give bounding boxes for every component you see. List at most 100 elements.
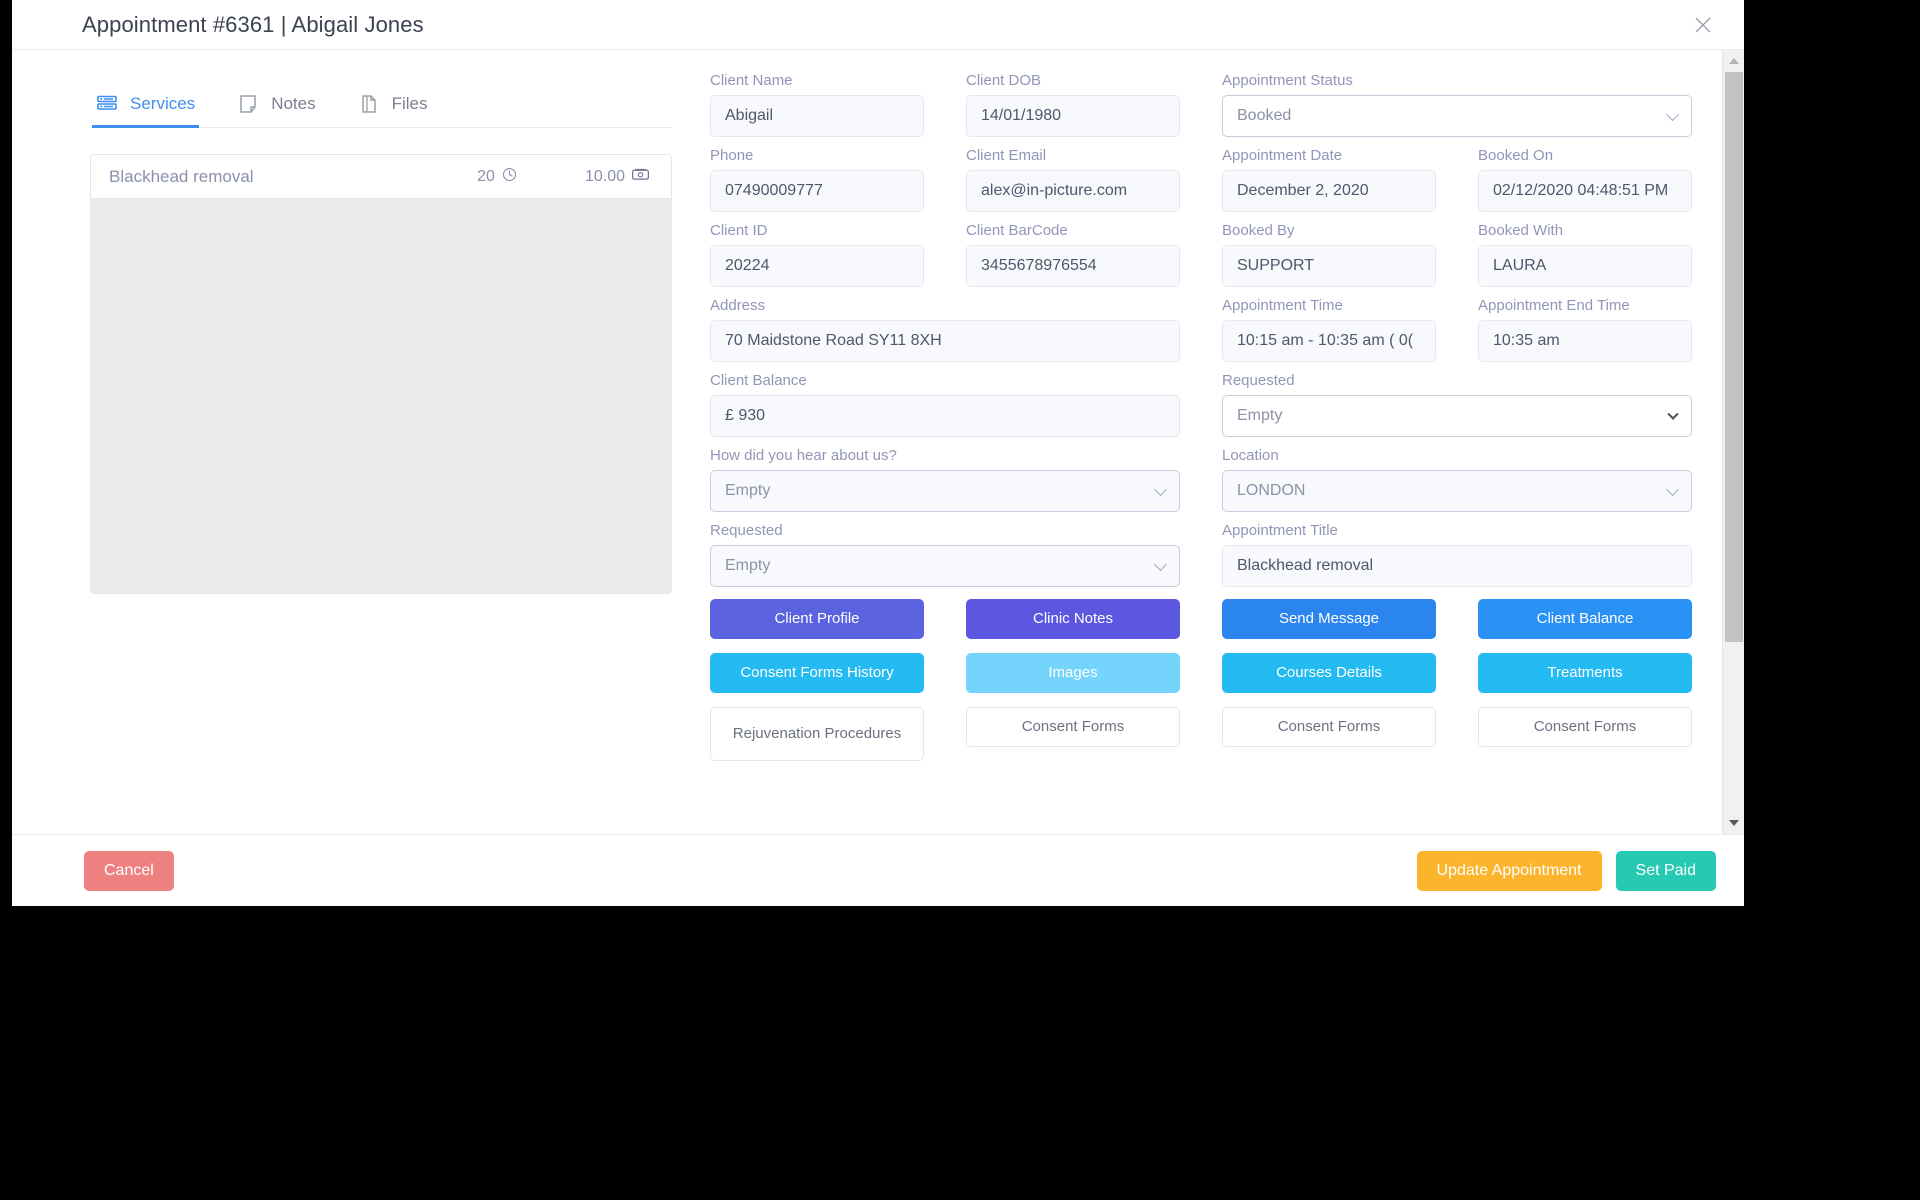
service-price-value: 10.00: [584, 167, 625, 185]
appointment-end-time-input[interactable]: 10:35 am: [1478, 320, 1692, 362]
hear-about-us-select[interactable]: Empty: [710, 470, 1180, 512]
service-duration: 20: [477, 167, 517, 187]
tab-services[interactable]: Services: [91, 93, 200, 128]
client-email-input[interactable]: alex@in-picture.com: [966, 170, 1180, 212]
field-label: Phone: [710, 147, 754, 164]
scrollbar[interactable]: [1722, 50, 1744, 834]
send-message-button[interactable]: Send Message: [1222, 599, 1436, 639]
images-button[interactable]: Images: [966, 653, 1180, 693]
client-id-input[interactable]: 20224: [710, 245, 924, 287]
field-label: Appointment Date: [1222, 147, 1343, 164]
close-icon[interactable]: [1690, 12, 1716, 38]
file-folder-icon: [358, 93, 380, 115]
tab-files[interactable]: Files: [358, 93, 428, 127]
client-balance-button[interactable]: Client Balance: [1478, 599, 1692, 639]
requested-left-select[interactable]: Empty: [710, 545, 1180, 587]
appointment-status-value: Booked: [1237, 107, 1292, 124]
scrollbar-thumb[interactable]: [1725, 72, 1743, 642]
chevron-down-icon: [1666, 483, 1679, 497]
consent-forms-history-button[interactable]: Consent Forms History: [710, 653, 924, 693]
location-value: LONDON: [1237, 482, 1306, 499]
requested-right-value: Empty: [1237, 407, 1283, 424]
appointment-modal: Appointment #6361 | Abigail Jones: [12, 0, 1744, 906]
consent-forms-button-3[interactable]: Consent Forms: [1478, 707, 1692, 747]
client-dob-input[interactable]: 14/01/1980: [966, 95, 1180, 137]
page-title: Appointment #6361 | Abigail Jones: [82, 11, 424, 37]
clinic-notes-button[interactable]: Clinic Notes: [966, 599, 1180, 639]
tab-notes-label: Notes: [271, 94, 316, 113]
client-details-column: Client Name Abigail Client DOB 14/01/198…: [710, 72, 1180, 834]
update-appointment-button[interactable]: Update Appointment: [1416, 850, 1602, 891]
field-label: Client Balance: [710, 372, 807, 389]
field-label: Booked By: [1222, 222, 1295, 239]
service-list: Blackhead removal 20 10.00: [90, 154, 672, 594]
chevron-down-icon: [1154, 483, 1167, 497]
field-label: Client Name: [710, 72, 793, 89]
tab-services-label: Services: [130, 94, 196, 113]
modal-footer: Cancel Update Appointment Set Paid: [12, 834, 1744, 906]
scroll-down-arrow-icon[interactable]: [1723, 812, 1744, 834]
field-label: Client Email: [966, 147, 1047, 164]
field-client-balance: Client Balance £ 930: [710, 372, 1180, 437]
client-profile-button[interactable]: Client Profile: [710, 599, 924, 639]
booked-on-input[interactable]: 02/12/2020 04:48:51 PM: [1478, 170, 1692, 212]
booked-by-input[interactable]: SUPPORT: [1222, 245, 1436, 287]
tab-bar: Services Notes: [90, 72, 672, 128]
field-client-name: Client Name Abigail: [710, 72, 924, 137]
courses-details-button[interactable]: Courses Details: [1222, 653, 1436, 693]
consent-forms-button-2[interactable]: Consent Forms: [1222, 707, 1436, 747]
client-balance-input[interactable]: £ 930: [710, 395, 1180, 437]
appointment-status-select[interactable]: Booked: [1222, 95, 1692, 137]
field-appointment-date: Appointment Date December 2, 2020: [1222, 147, 1436, 212]
details-pane: Client Name Abigail Client DOB 14/01/198…: [702, 50, 1744, 834]
tab-notes[interactable]: Notes: [237, 93, 316, 127]
field-label: Appointment Time: [1222, 297, 1343, 314]
field-phone: Phone 07490009777: [710, 147, 924, 212]
field-appointment-end-time: Appointment End Time 10:35 am: [1478, 297, 1692, 362]
list-server-icon: [96, 93, 118, 115]
client-name-input[interactable]: Abigail: [710, 95, 924, 137]
requested-right-select[interactable]: Empty: [1222, 395, 1692, 437]
field-client-email: Client Email alex@in-picture.com: [966, 147, 1180, 212]
field-client-id: Client ID 20224: [710, 222, 924, 287]
client-action-buttons: Client Profile Clinic Notes Consent Form…: [710, 599, 1180, 761]
field-location: Location LONDON: [1222, 447, 1692, 512]
clock-icon: [502, 167, 517, 187]
appointment-date-input[interactable]: December 2, 2020: [1222, 170, 1436, 212]
booked-with-input[interactable]: LAURA: [1478, 245, 1692, 287]
appointment-time-input[interactable]: 10:15 am - 10:35 am ( 0(: [1222, 320, 1436, 362]
field-requested-right: Requested Empty: [1222, 372, 1692, 437]
field-client-barcode: Client BarCode 3455678976554: [966, 222, 1180, 287]
location-select[interactable]: LONDON: [1222, 470, 1692, 512]
field-booked-with: Booked With LAURA: [1478, 222, 1692, 287]
field-booked-on: Booked On 02/12/2020 04:48:51 PM: [1478, 147, 1692, 212]
address-input[interactable]: 70 Maidstone Road SY11 8XH: [710, 320, 1180, 362]
field-label: Requested: [710, 522, 783, 539]
rejuvenation-procedures-button[interactable]: Rejuvenation Procedures: [710, 707, 924, 761]
field-label: Client DOB: [966, 72, 1042, 89]
chevron-down-icon: [1666, 108, 1679, 122]
chevron-down-icon: [1154, 558, 1167, 572]
appointment-title-input[interactable]: Blackhead removal: [1222, 545, 1692, 587]
money-icon: [632, 168, 649, 186]
field-label: Client BarCode: [966, 222, 1068, 239]
field-label: Appointment End Time: [1478, 297, 1630, 314]
field-label: Address: [710, 297, 766, 314]
field-hear-about-us: How did you hear about us? Empty: [710, 447, 1180, 512]
consent-forms-button-1[interactable]: Consent Forms: [966, 707, 1180, 747]
scroll-up-arrow-icon[interactable]: [1723, 50, 1744, 72]
services-pane: Services Notes: [12, 50, 702, 834]
phone-input[interactable]: 07490009777: [710, 170, 924, 212]
field-appointment-time: Appointment Time 10:15 am - 10:35 am ( 0…: [1222, 297, 1436, 362]
treatments-button[interactable]: Treatments: [1478, 653, 1692, 693]
footer-actions: Update Appointment Set Paid: [1416, 850, 1716, 891]
field-label: Booked On: [1478, 147, 1554, 164]
modal-body: Services Notes: [12, 50, 1744, 834]
client-barcode-input[interactable]: 3455678976554: [966, 245, 1180, 287]
cancel-button[interactable]: Cancel: [84, 850, 174, 891]
field-label: Client ID: [710, 222, 768, 239]
field-label: Requested: [1222, 372, 1295, 389]
field-client-dob: Client DOB 14/01/1980: [966, 72, 1180, 137]
set-paid-button[interactable]: Set Paid: [1615, 850, 1716, 891]
list-item[interactable]: Blackhead removal 20 10.00: [91, 155, 671, 199]
